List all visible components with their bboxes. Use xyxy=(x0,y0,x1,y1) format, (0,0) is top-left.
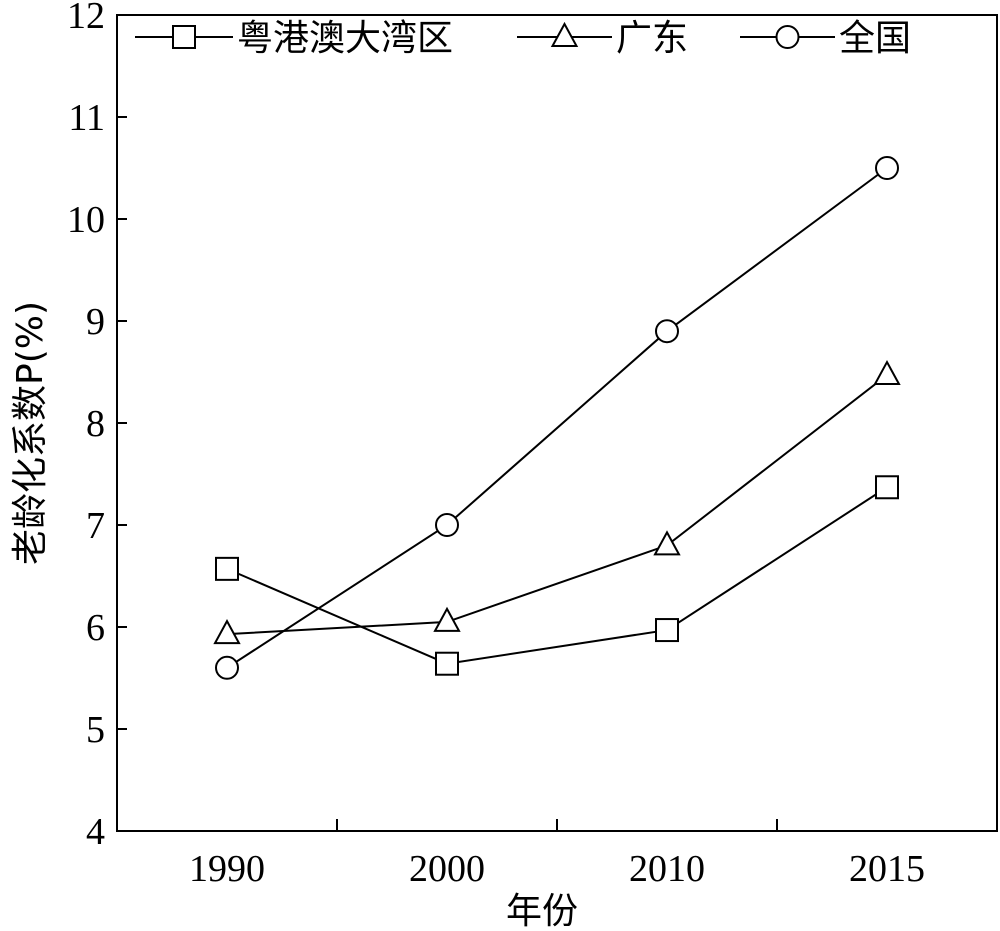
series-line xyxy=(226,167,888,669)
data-point xyxy=(875,156,899,180)
y-axis-title: 老龄化系数P(%) xyxy=(10,301,51,565)
series-1 xyxy=(213,359,901,645)
y-tick-label: 10 xyxy=(67,199,105,241)
y-tick-label: 8 xyxy=(86,403,105,445)
x-tick-label: 2015 xyxy=(849,848,925,890)
series-line xyxy=(226,374,888,636)
y-tick-label: 12 xyxy=(67,0,105,37)
axes: 4 5 6 7 8 9 10 11 12 1990 2000 2010 2015 xyxy=(67,0,998,890)
data-point xyxy=(433,606,461,632)
series-2 xyxy=(215,156,899,680)
plot-frame xyxy=(116,14,998,832)
x-tick-label: 1990 xyxy=(189,848,265,890)
y-tick-label: 9 xyxy=(86,301,105,343)
legend-item: 广东 xyxy=(517,18,688,59)
data-point xyxy=(215,655,239,680)
legend-marker xyxy=(775,25,800,49)
data-point xyxy=(213,619,241,645)
legend: 粤港澳大湾区 广东 全国 xyxy=(135,18,911,59)
data-point xyxy=(435,513,459,537)
y-tick-label: 4 xyxy=(86,811,105,853)
y-tick-label: 11 xyxy=(68,97,105,139)
data-point xyxy=(655,618,679,643)
series-layer xyxy=(213,156,901,680)
legend-label: 全国 xyxy=(839,18,911,59)
x-tick-label: 2010 xyxy=(629,848,705,890)
legend-label: 广东 xyxy=(616,18,688,59)
legend-item: 粤港澳大湾区 xyxy=(135,18,453,59)
data-point xyxy=(215,556,239,581)
series-0 xyxy=(215,475,899,676)
y-tick-label: 6 xyxy=(86,607,105,649)
series-line xyxy=(226,486,888,665)
data-point xyxy=(435,651,459,676)
data-point xyxy=(873,359,901,386)
legend-marker xyxy=(550,21,579,47)
legend-label: 粤港澳大湾区 xyxy=(237,18,453,59)
x-axis-title: 年份 xyxy=(506,891,578,931)
y-tick-label: 7 xyxy=(86,505,105,547)
data-point xyxy=(653,530,681,556)
legend-marker xyxy=(172,25,196,49)
x-tick-label: 2000 xyxy=(409,848,485,890)
data-point xyxy=(655,319,679,344)
data-point xyxy=(875,475,899,500)
y-tick-label: 5 xyxy=(86,709,105,751)
legend-item: 全国 xyxy=(740,18,911,59)
